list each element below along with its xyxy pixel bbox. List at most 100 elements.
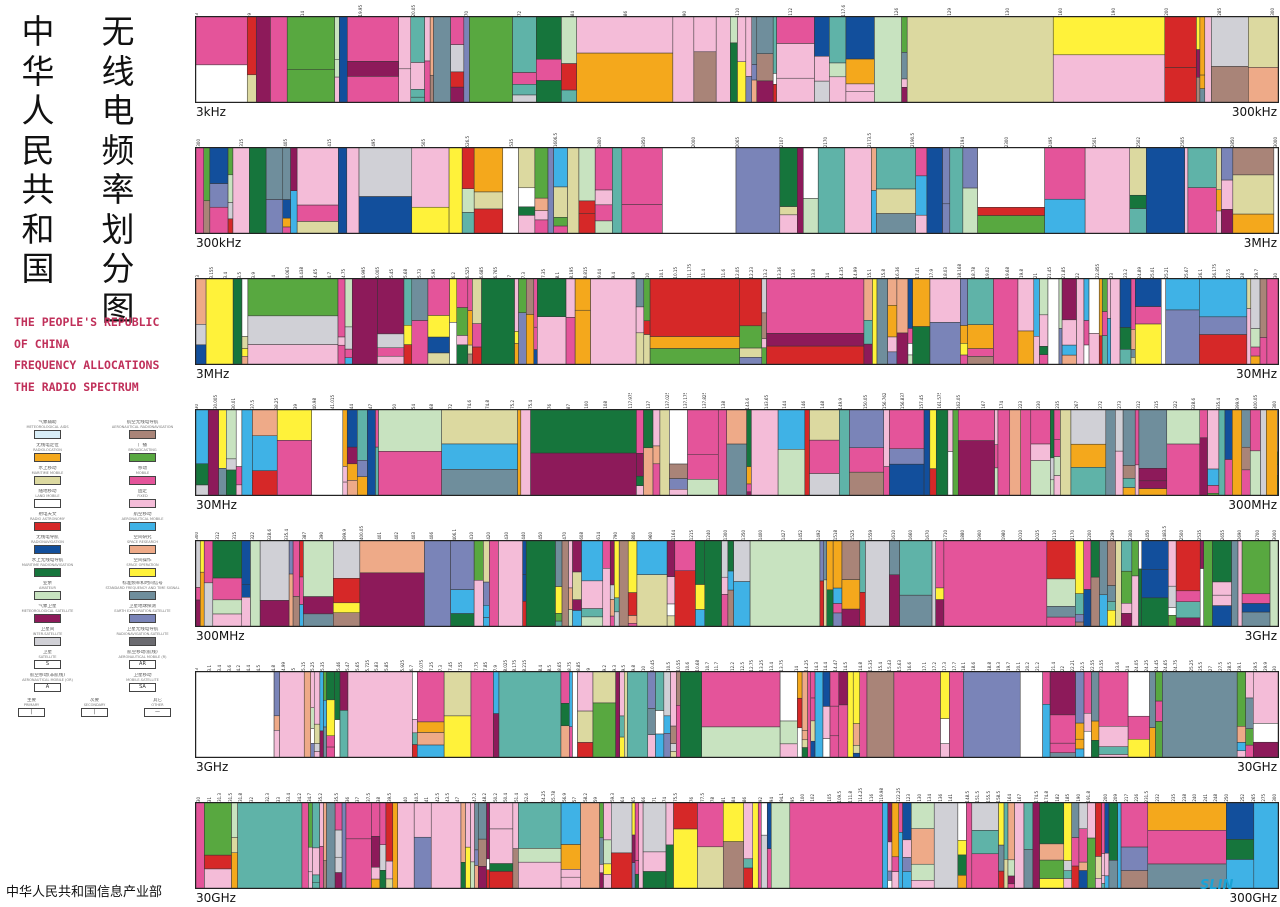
allocation-block bbox=[1168, 607, 1177, 616]
allocation-block bbox=[915, 214, 928, 233]
allocation-block bbox=[823, 579, 827, 626]
allocation-block bbox=[326, 735, 335, 748]
allocation-block bbox=[1101, 311, 1108, 336]
band-tick-label: 272 bbox=[1098, 401, 1104, 409]
allocation-block bbox=[522, 574, 527, 602]
allocation-block bbox=[1138, 410, 1168, 469]
allocation-block bbox=[1161, 279, 1166, 364]
allocation-block bbox=[1245, 672, 1254, 699]
allocation-block bbox=[1101, 853, 1106, 876]
allocation-block bbox=[832, 541, 843, 589]
allocation-block bbox=[534, 219, 549, 233]
allocation-block bbox=[326, 672, 335, 701]
allocation-block bbox=[292, 541, 300, 597]
allocation-block bbox=[1060, 410, 1072, 495]
allocation-block bbox=[1164, 67, 1197, 102]
band-tick-label: 48.2 bbox=[482, 793, 488, 802]
band-tick-label: 34.2 bbox=[296, 793, 302, 802]
allocation-block bbox=[743, 858, 754, 869]
allocation-block bbox=[568, 541, 573, 589]
allocation-block bbox=[670, 672, 677, 727]
band-tick-label: 2170 bbox=[822, 136, 828, 147]
allocation-block bbox=[1259, 337, 1268, 364]
allocation-block bbox=[469, 17, 513, 102]
band-tick-label: 26.175 bbox=[1212, 264, 1218, 278]
allocation-block bbox=[942, 203, 951, 233]
band-tick-label: 52.6 bbox=[524, 793, 530, 802]
band-tick-label: 5.35 bbox=[319, 662, 325, 671]
band-tick-label: 405 bbox=[283, 139, 289, 147]
allocation-block bbox=[599, 872, 604, 888]
allocation-block bbox=[642, 851, 667, 872]
allocation-block bbox=[296, 221, 339, 233]
allocation-block bbox=[751, 17, 758, 65]
legend-label-en: AERONAUTICAL MOBILE bbox=[121, 517, 164, 521]
band-tick-label: 10.1 bbox=[658, 269, 664, 278]
band-allocation-strip bbox=[195, 802, 1279, 889]
legend-label-cn: 水上移动 bbox=[38, 466, 57, 471]
allocation-block bbox=[1250, 279, 1261, 329]
legend-item: 广播 BROADCASTING bbox=[95, 443, 190, 462]
allocation-block bbox=[569, 672, 573, 727]
allocation-block bbox=[334, 59, 340, 78]
band-tick-label: 112 bbox=[787, 8, 793, 16]
band-tick-label: 300 bbox=[1271, 794, 1277, 802]
allocation-block bbox=[358, 148, 413, 197]
allocation-block bbox=[739, 325, 763, 349]
allocation-block bbox=[1175, 541, 1201, 592]
allocation-block bbox=[279, 672, 305, 757]
allocation-block bbox=[319, 672, 324, 732]
allocation-block bbox=[518, 206, 536, 216]
allocation-block bbox=[467, 310, 473, 346]
allocation-block bbox=[338, 148, 348, 233]
band-tick-label: 15.63 bbox=[897, 659, 903, 671]
allocation-block bbox=[669, 478, 688, 490]
band-tick-label: 209 bbox=[1113, 794, 1119, 802]
allocation-block bbox=[581, 580, 604, 609]
allocation-block bbox=[672, 17, 695, 102]
allocation-block bbox=[241, 410, 253, 495]
allocation-block bbox=[1070, 443, 1107, 468]
allocation-block bbox=[902, 839, 912, 858]
allocation-block bbox=[308, 871, 313, 888]
band-tick-label: 7.45 bbox=[448, 662, 454, 671]
allocation-block bbox=[212, 599, 243, 615]
band-tick-label: 18.6 bbox=[970, 662, 976, 671]
legend-item: 气象卫星 METEOROLOGICAL SATELLITE bbox=[0, 604, 95, 623]
band-tick-label: 24.89 bbox=[1136, 266, 1142, 278]
allocation-block bbox=[1071, 837, 1080, 867]
allocation-block bbox=[473, 580, 484, 626]
allocation-block bbox=[1120, 870, 1149, 888]
allocation-block bbox=[1212, 581, 1232, 596]
allocation-block bbox=[1165, 309, 1200, 364]
band-allocation-svg bbox=[196, 803, 1278, 888]
band-end-label: 3GHz bbox=[1244, 629, 1277, 643]
allocation-block bbox=[761, 279, 767, 314]
allocation-block bbox=[371, 803, 381, 837]
allocation-block bbox=[636, 410, 644, 454]
allocation-block bbox=[276, 440, 312, 495]
band-tick-label: 190 bbox=[1075, 794, 1081, 802]
allocation-block bbox=[530, 410, 637, 454]
band-tick-label: 14.5 bbox=[842, 662, 848, 671]
band-tick-label: 100 bbox=[584, 401, 590, 409]
allocation-block bbox=[838, 704, 849, 757]
allocation-block bbox=[669, 463, 688, 479]
allocation-block bbox=[829, 735, 840, 757]
allocation-block bbox=[522, 541, 527, 575]
band-tick-label: 5.925 bbox=[399, 659, 405, 671]
band-tick-label: 35.5 bbox=[334, 793, 340, 802]
band-tick-label: 315 bbox=[232, 532, 238, 540]
allocation-block bbox=[735, 148, 781, 233]
allocation-block bbox=[1061, 354, 1077, 364]
band-tick-label: 226 bbox=[1134, 794, 1139, 802]
band-tick-label: 19.02 bbox=[984, 266, 990, 278]
allocation-block bbox=[957, 440, 995, 495]
allocation-block bbox=[891, 856, 900, 872]
band-tick-label: 17.7 bbox=[951, 662, 957, 671]
allocation-block bbox=[896, 332, 909, 364]
allocation-block bbox=[565, 279, 576, 318]
band-tick-label: 273 bbox=[1116, 401, 1122, 409]
legend-label-cn: 水上无线电导航 bbox=[31, 558, 64, 563]
allocation-block bbox=[1095, 856, 1102, 879]
